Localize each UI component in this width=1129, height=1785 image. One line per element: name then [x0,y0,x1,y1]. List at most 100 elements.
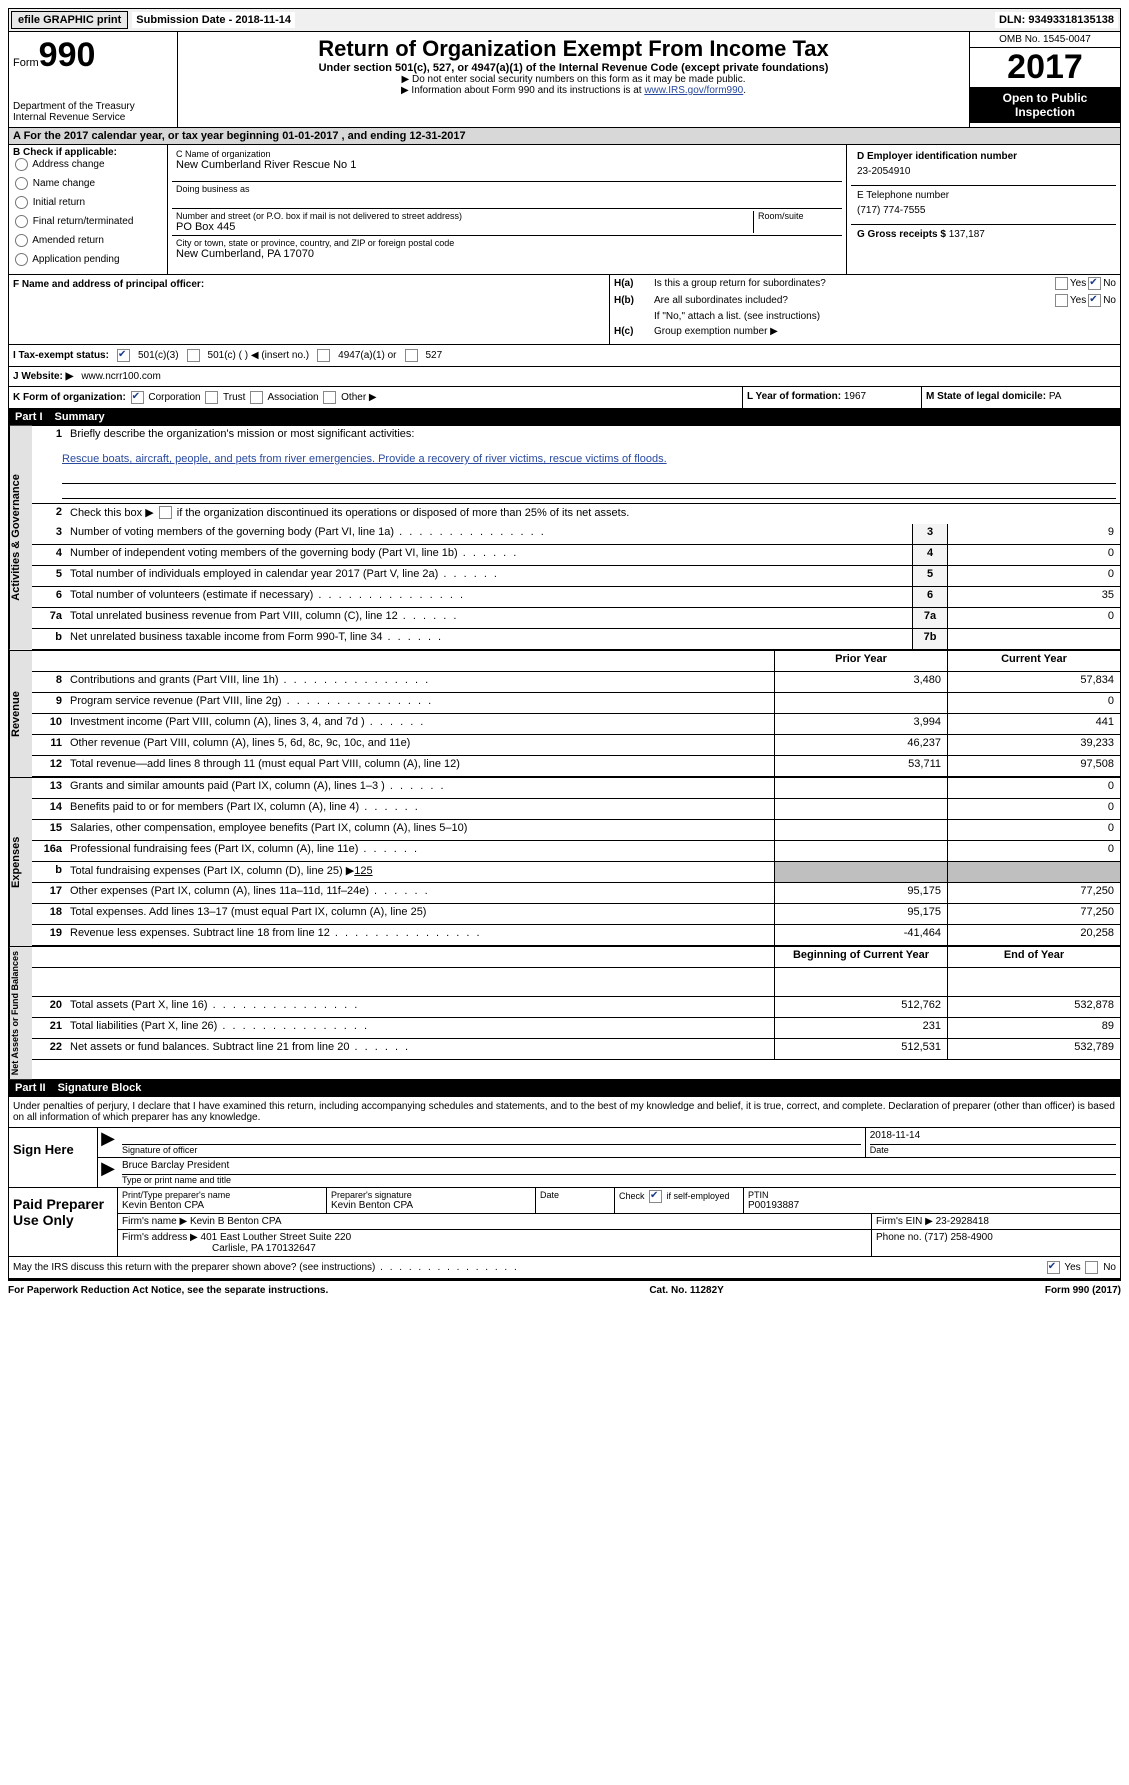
telephone: (717) 774-7555 [857,201,1110,220]
dept-treasury: Department of the Treasury [13,101,173,112]
line2: Check this box ▶ if the organization dis… [66,504,1120,524]
firm-ein: 23-2928418 [936,1216,989,1227]
irs-label: Internal Revenue Service [13,112,173,123]
l10-curr: 441 [947,714,1120,734]
part-i-header: Part I Summary [8,409,1121,426]
org-name: New Cumberland River Rescue No 1 [176,159,838,171]
ha-yes[interactable] [1055,277,1068,290]
efile-print-button[interactable]: efile GRAPHIC print [11,11,128,29]
principal-officer-label: F Name and address of principal officer: [13,279,204,290]
chk-amended-return[interactable]: Amended return [13,234,163,247]
signature-block: Under penalties of perjury, I declare th… [8,1097,1121,1281]
col-c-org-info: C Name of organization New Cumberland Ri… [168,145,846,274]
arrow-icon: ▶ [98,1128,118,1157]
l6-val: 35 [947,587,1120,607]
l20-prior: 512,762 [774,997,947,1017]
chk-4947[interactable] [317,349,330,362]
l13-prior [774,778,947,798]
l14-prior [774,799,947,819]
sign-here-label: Sign Here [9,1128,98,1187]
l16b-val: 125 [354,865,372,877]
section-revenue: Revenue Prior YearCurrent Year 8Contribu… [8,651,1121,778]
hb-no[interactable] [1088,294,1101,307]
chk-association[interactable] [250,391,263,404]
l17-prior: 95,175 [774,883,947,903]
discuss-no[interactable] [1085,1261,1098,1274]
part-ii-header: Part II Signature Block [8,1080,1121,1097]
l3-val: 9 [947,524,1120,544]
open-to-public: Open to PublicInspection [970,87,1120,123]
line-klm: K Form of organization: Corporation Trus… [8,387,1121,409]
tab-activities: Activities & Governance [9,426,32,650]
hc-label: Group exemption number ▶ [654,326,778,337]
chk-application-pending[interactable]: Application pending [13,253,163,266]
l21-curr: 89 [947,1018,1120,1038]
chk-other[interactable] [323,391,336,404]
l16b-shade1 [774,862,947,882]
tax-year: 2017 [970,48,1120,87]
chk-initial-return[interactable]: Initial return [13,196,163,209]
hb-yes[interactable] [1055,294,1068,307]
l12-curr: 97,508 [947,756,1120,776]
l14-curr: 0 [947,799,1120,819]
l18-prior: 95,175 [774,904,947,924]
chk-trust[interactable] [205,391,218,404]
submission-date: Submission Date - 2018-11-14 [132,12,295,28]
chk-corporation[interactable] [131,391,144,404]
page-footer: For Paperwork Reduction Act Notice, see … [8,1281,1121,1300]
l15-curr: 0 [947,820,1120,840]
paid-preparer-label: Paid Preparer Use Only [9,1188,118,1256]
chk-final-return[interactable]: Final return/terminated [13,215,163,228]
l10-prior: 3,994 [774,714,947,734]
officer-name: Bruce Barclay President [122,1160,1116,1175]
section-bcd: B Check if applicable: Address change Na… [8,145,1121,275]
col-de: D Employer identification number 23-2054… [846,145,1120,274]
ein: 23-2054910 [857,162,1110,181]
chk-501c[interactable] [187,349,200,362]
line-i-tax-exempt: I Tax-exempt status: 501(c)(3) 501(c) ( … [8,345,1121,367]
ssn-warning: ▶ Do not enter social security numbers o… [184,74,963,85]
chk-discontinued[interactable] [159,506,172,519]
l7b-val [947,629,1120,649]
l9-prior [774,693,947,713]
dln: DLN: 93493318135138 [995,12,1118,28]
l16b-shade2 [947,862,1120,882]
l11-prior: 46,237 [774,735,947,755]
sig-date: 2018-11-14 [870,1130,1116,1145]
l4-val: 0 [947,545,1120,565]
l19-curr: 20,258 [947,925,1120,945]
discuss-yes[interactable] [1047,1261,1060,1274]
l11-curr: 39,233 [947,735,1120,755]
form-header: Form990 Department of the Treasury Inter… [8,32,1121,128]
chk-self-employed[interactable] [649,1190,662,1203]
section-fh: F Name and address of principal officer:… [8,275,1121,345]
l16a-curr: 0 [947,841,1120,861]
org-city: New Cumberland, PA 17070 [176,248,838,260]
form-subtitle: Under section 501(c), 527, or 4947(a)(1)… [184,62,963,74]
instructions-line: ▶ Information about Form 990 and its ins… [184,85,963,96]
gross-receipts: 137,187 [949,229,985,240]
l15-prior [774,820,947,840]
perjury-declaration: Under penalties of perjury, I declare th… [9,1097,1120,1127]
omb-number: OMB No. 1545-0047 [970,32,1120,48]
website-value: www.ncrr100.com [77,367,164,386]
chk-address-change[interactable]: Address change [13,158,163,171]
top-bar: efile GRAPHIC print Submission Date - 20… [8,8,1121,32]
tab-expenses: Expenses [9,778,32,946]
l12-prior: 53,711 [774,756,947,776]
l9-curr: 0 [947,693,1120,713]
l13-curr: 0 [947,778,1120,798]
mission-text: Rescue boats, aircraft, people, and pets… [32,446,1120,504]
irs-link[interactable]: www.IRS.gov/form990 [644,85,743,96]
l8-curr: 57,834 [947,672,1120,692]
l5-val: 0 [947,566,1120,586]
section-expenses: Expenses 13Grants and similar amounts pa… [8,778,1121,947]
line-a-tax-year: A For the 2017 calendar year, or tax yea… [8,128,1121,145]
l20-curr: 532,878 [947,997,1120,1017]
ha-no[interactable] [1088,277,1101,290]
chk-name-change[interactable]: Name change [13,177,163,190]
firm-phone: (717) 258-4900 [924,1232,992,1243]
chk-527[interactable] [405,349,418,362]
section-net-assets: Net Assets or Fund Balances Beginning of… [8,947,1121,1080]
chk-501c3[interactable] [117,349,130,362]
